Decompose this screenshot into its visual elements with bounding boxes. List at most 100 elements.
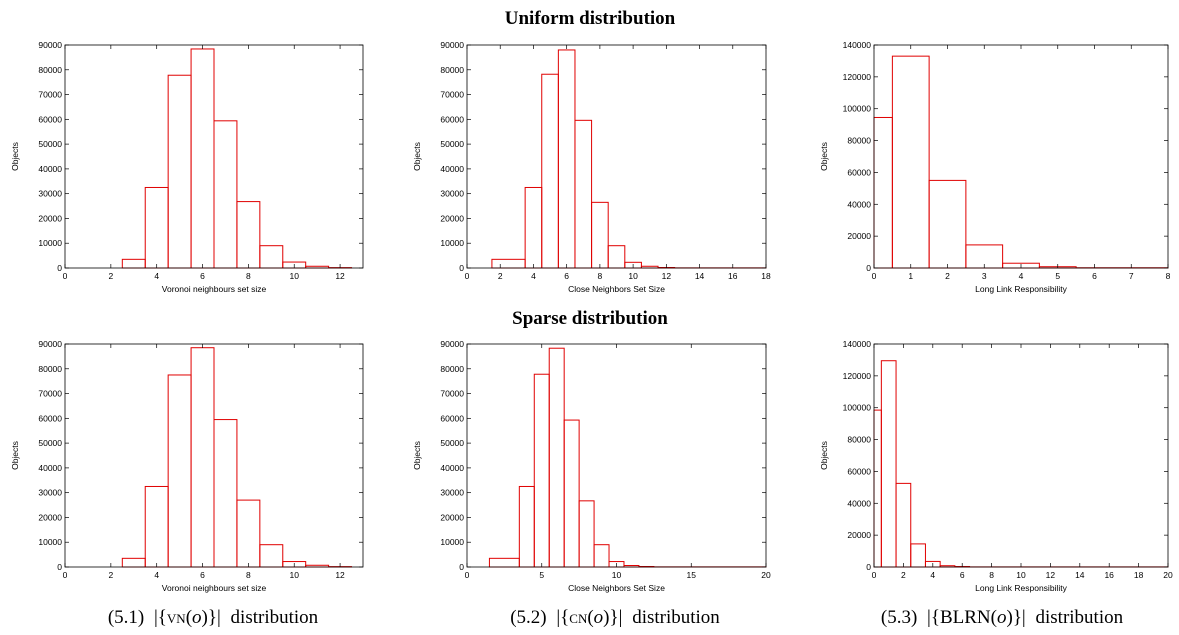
histogram-bar [236,201,261,269]
y-tick-label: 140000 [843,40,872,50]
caption-func: CN [569,611,588,626]
plot-frame [466,44,767,269]
x-axis-label: Close Neighbors Set Size [568,583,665,593]
x-tick-label: 8 [598,271,603,281]
x-tick-label: 10 [1016,570,1026,580]
x-tick-label: 6 [564,271,569,281]
y-tick-label: 0 [459,263,464,273]
histogram-bar [121,258,146,269]
caption-expr-open: |{ [556,607,569,628]
y-tick-label: 90000 [38,339,62,349]
y-tick-label: 50000 [38,438,62,448]
histogram-bar [563,419,580,568]
y-tick-label: 10000 [38,238,62,248]
caption-number: (5.2) [510,607,546,628]
x-tick-label: 10 [612,570,622,580]
caption-number: (5.1) [108,607,144,628]
x-tick-label: 8 [1166,271,1171,281]
caption-arg-close: ) [1006,607,1012,628]
histogram-bar [607,245,626,269]
x-tick-label: 8 [989,570,994,580]
row-title-uniform: Uniform distribution [505,8,676,29]
x-tick-label: 4 [1019,271,1024,281]
histogram-bar [518,485,535,568]
y-tick-label: 0 [866,263,871,273]
histogram-bar [873,116,893,269]
histogram-bar [491,258,526,269]
x-tick-label: 5 [1055,271,1060,281]
x-tick-label: 8 [246,570,251,580]
y-tick-label: 70000 [38,389,62,399]
caption-arg-close: ) [202,607,208,628]
row-title-sparse: Sparse distribution [512,308,668,329]
y-tick-label: 30000 [440,488,464,498]
plot-frame [873,343,1169,568]
y-tick-label: 70000 [440,90,464,100]
y-tick-label: 30000 [440,189,464,199]
histogram-bar [259,544,284,568]
histogram-bar [524,186,543,269]
x-tick-label: 6 [200,570,205,580]
y-axis-label: Objects [819,441,829,470]
x-tick-label: 2 [901,570,906,580]
caption-arg: o [594,607,604,628]
histogram-bar [213,419,238,568]
y-tick-label: 50000 [38,139,62,149]
x-tick-label: 7 [1129,271,1134,281]
x-axis-label: Close Neighbors Set Size [568,284,665,294]
y-tick-label: 10000 [440,238,464,248]
histogram-bar [259,245,284,269]
histogram-bar [880,360,897,568]
histogram-bar [236,499,261,568]
histogram-bar [928,179,967,269]
caption-expr-open: |{ [154,607,167,628]
caption-func: VN [167,611,186,626]
caption-arg: o [997,607,1007,628]
histogram-bar [591,201,609,269]
caption-suffix: distribution [1036,607,1124,628]
histogram-bar [213,120,238,269]
x-tick-label: 6 [1092,271,1097,281]
histogram-bar [574,119,593,269]
plot-frame [466,343,767,568]
y-tick-label: 80000 [440,65,464,75]
x-tick-label: 10 [289,271,299,281]
y-tick-label: 60000 [847,466,871,476]
y-axis-label: Objects [412,441,422,470]
y-tick-label: 80000 [847,136,871,146]
x-tick-label: 20 [761,570,771,580]
y-tick-label: 60000 [440,413,464,423]
y-tick-label: 0 [866,562,871,572]
y-tick-label: 40000 [440,164,464,174]
y-tick-label: 10000 [440,537,464,547]
plot-frame [873,44,1169,269]
caption-suffix: distribution [632,607,720,628]
histogram-bar [578,500,595,568]
caption-arg: o [192,607,202,628]
histogram-1: 0 10000 20000 30000 40000 50000 60000 70000 8000… [10,40,364,294]
x-tick-label: 0 [63,271,68,281]
y-tick-label: 80000 [440,364,464,374]
y-tick-label: 120000 [843,371,872,381]
histogram-bar [541,73,559,269]
x-axis-label: Voronoi neighbours set size [162,284,267,294]
x-axis-label: Voronoi neighbours set size [162,583,267,593]
histogram-bar [144,186,169,269]
histogram-bar [873,409,882,568]
x-tick-label: 6 [200,271,205,281]
histogram-5: 0 10000 20000 30000 40000 50000 60000 70000 8000… [412,339,771,593]
x-tick-label: 2 [498,271,503,281]
histogram-bar [910,543,926,568]
y-tick-label: 90000 [440,339,464,349]
y-tick-label: 20000 [440,512,464,522]
x-tick-label: 5 [539,570,544,580]
y-tick-label: 120000 [843,72,872,82]
caption-5-3: (5.3) |{BLRN(o)}| distribution [881,607,1124,628]
y-tick-label: 80000 [38,364,62,374]
y-tick-label: 60000 [440,114,464,124]
x-tick-label: 15 [687,570,697,580]
y-tick-label: 20000 [38,512,62,522]
histogram-bar [533,373,550,568]
y-tick-label: 140000 [843,339,872,349]
